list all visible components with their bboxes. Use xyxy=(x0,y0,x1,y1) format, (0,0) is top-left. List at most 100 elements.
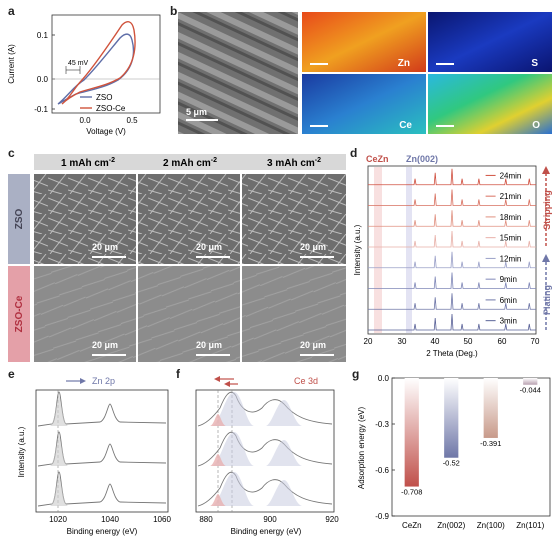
xrd-trace xyxy=(368,210,536,227)
sem-zso-2 xyxy=(138,174,240,264)
panel-a-ylabel: Current (A) xyxy=(7,44,16,84)
sem-zsoce-2 xyxy=(138,266,240,362)
panel-a-ytick-1: 0.1 xyxy=(37,31,49,40)
panel-g-ytick-label: -0.3 xyxy=(375,420,389,429)
xrd-trace xyxy=(368,293,536,310)
eds-label-zn: Zn xyxy=(398,58,410,69)
panel-c-row-zso-ce: ZSO-Ce xyxy=(14,295,25,332)
xps-ce-fit-ce3 xyxy=(210,494,226,506)
panel-d-xtick-4: 50 xyxy=(464,337,473,346)
xps-ce-fit xyxy=(212,432,254,466)
scalebar-c-4: 20 μm xyxy=(92,340,118,350)
panel-b-scalebar: 5 μm xyxy=(186,107,207,117)
xrd-legend-label: 21min xyxy=(500,192,522,201)
panel-c-col-1: 1 mAh cm-2 xyxy=(61,157,115,169)
panel-d-xlabel: 2 Theta (Deg.) xyxy=(426,349,478,358)
panel-d-xrd: CeZn Zn(002) 24min 21min 18min 15min 12min 9m… xyxy=(353,154,552,358)
panel-f-xtick-3: 920 xyxy=(325,515,339,524)
eds-map-o xyxy=(428,74,552,134)
panel-e-xtick-2: 1040 xyxy=(101,515,119,524)
panel-a-annotation: 45 mV xyxy=(68,60,89,67)
bar-value-label: -0.708 xyxy=(401,488,422,497)
eds-label-s: S xyxy=(531,58,538,69)
panel-label-c: c xyxy=(8,146,15,160)
xps-zn-fit xyxy=(50,436,68,466)
panel-g-ytick-label: 0.0 xyxy=(378,374,390,383)
xrd-trace xyxy=(368,168,536,186)
xrd-trace xyxy=(368,272,536,289)
panel-e-title: Zn 2p xyxy=(92,376,115,386)
panel-g-ylabel: Adsorption energy (eV) xyxy=(357,407,366,490)
bar-category-label: Zn(101) xyxy=(516,521,544,530)
xps-ce-fit-ce3 xyxy=(210,454,226,466)
scalebar-c-6: 20 μm xyxy=(300,340,326,350)
panel-label-g: g xyxy=(352,367,360,381)
bar-category-label: Zn(002) xyxy=(437,521,465,530)
panel-c-col-2: 2 mAh cm-2 xyxy=(163,157,217,169)
bar-category-label: Zn(100) xyxy=(477,521,505,530)
panel-d-xtick-1: 20 xyxy=(364,337,373,346)
panel-d-header-right: Zn(002) xyxy=(406,154,438,164)
panel-a-curve-zso-ce xyxy=(61,21,136,105)
panel-label-d: d xyxy=(350,146,358,160)
panel-f-xtick-1: 880 xyxy=(199,515,213,524)
xrd-trace xyxy=(368,230,536,248)
xps-ce-fit xyxy=(212,392,254,426)
panel-label-b: b xyxy=(170,4,178,18)
xps-ce-fit xyxy=(266,480,302,506)
scalebar-c-2: 20 μm xyxy=(196,242,222,252)
bar-value-label: -0.044 xyxy=(520,386,541,395)
xps-zn-fit xyxy=(50,476,68,506)
bar-value-label: -0.391 xyxy=(480,439,501,448)
xrd-trace xyxy=(368,313,536,331)
xps-zn-trace xyxy=(37,431,167,467)
xps-ce-fit-ce3 xyxy=(210,414,226,426)
panel-c-col-3: 3 mAh cm-2 xyxy=(267,157,321,169)
panel-g-ytick-label: -0.9 xyxy=(375,512,389,521)
panel-f-xps: Ce 3d 880 900 920 Binding energy (eV) xyxy=(195,376,339,536)
panel-d-header-left: CeZn xyxy=(366,154,389,164)
panel-d-stripping: Stripping xyxy=(542,190,552,230)
panel-label-f: f xyxy=(176,367,180,381)
bar xyxy=(483,378,498,438)
panel-c-row-zso: ZSO xyxy=(14,209,25,230)
panel-a-legend-zso: ZSO xyxy=(96,93,112,102)
xps-ce-fit xyxy=(266,400,302,426)
bar-category-label: CeZn xyxy=(402,521,422,530)
xrd-trace xyxy=(368,189,536,206)
panel-d-xtick-2: 30 xyxy=(398,337,407,346)
xrd-trace xyxy=(368,251,536,269)
panel-e-xtick-3: 1060 xyxy=(153,515,171,524)
sem-image xyxy=(178,12,298,134)
panel-a-legend-zso-ce: ZSO-Ce xyxy=(96,104,126,113)
panel-d-ylabel: Intensity (a.u.) xyxy=(353,224,362,275)
eds-map-zn xyxy=(302,12,426,72)
panel-f-xlabel: Binding energy (eV) xyxy=(231,527,302,536)
scalebar-c-1: 20 μm xyxy=(92,242,118,252)
panel-a-xlabel: Voltage (V) xyxy=(86,127,126,136)
xps-ce-fit xyxy=(212,472,254,506)
xrd-legend-label: 15min xyxy=(500,234,522,243)
panel-b-images: 5 μm Zn S Ce O xyxy=(178,12,552,134)
panel-e-xps: Zn 2p Intensity (a.u.) 1020 1040 1060 Bi… xyxy=(17,376,171,536)
panel-e-ylabel: Intensity (a.u.) xyxy=(17,426,26,477)
sem-zsoce-1 xyxy=(34,266,136,362)
panel-a-plot: Current (A) 0.1 0.0 -0.1 0.0 0.5 Voltage… xyxy=(7,14,161,136)
bar xyxy=(444,378,459,458)
xrd-legend-label: 24min xyxy=(500,171,522,180)
panel-f-xtick-2: 900 xyxy=(263,515,277,524)
xps-ce-fit xyxy=(266,440,302,466)
panel-a-ytick-2: 0.0 xyxy=(37,75,49,84)
sem-zso-3 xyxy=(242,174,346,264)
panel-a-ytick-3: -0.1 xyxy=(34,105,48,114)
panel-d-xtick-5: 60 xyxy=(498,337,507,346)
sem-zso-1 xyxy=(34,174,136,264)
bar xyxy=(523,378,538,385)
xrd-legend-label: 6min xyxy=(500,296,517,305)
xrd-legend-label: 9min xyxy=(500,275,517,284)
scalebar-c-5: 20 μm xyxy=(196,340,222,350)
eds-map-s xyxy=(428,12,552,72)
eds-map-ce xyxy=(302,74,426,134)
panel-d-plating: Plating xyxy=(542,285,552,315)
panel-label-a: a xyxy=(8,4,15,18)
